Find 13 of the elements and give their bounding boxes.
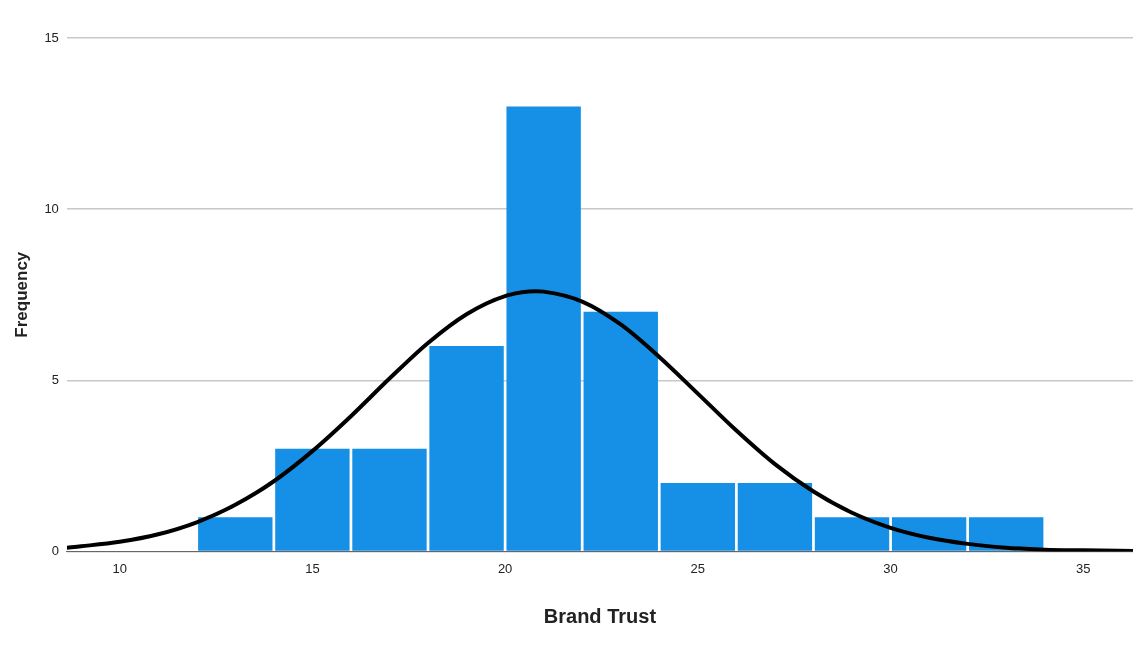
y-tick-label: 0	[51, 542, 59, 558]
x-tick-label: 15	[305, 560, 320, 576]
y-tick-label: 10	[44, 200, 59, 216]
y-tick-label: 5	[51, 371, 59, 387]
x-tick-label: 10	[112, 560, 127, 576]
y-axis-title: Frequency	[11, 251, 31, 338]
y-tick-label: 15	[44, 29, 59, 45]
x-tick-label: 35	[1076, 560, 1091, 576]
x-axis-title: Brand Trust	[543, 604, 657, 627]
x-tick-label: 20	[497, 560, 513, 576]
x-tick-label: 30	[883, 560, 898, 576]
line-series	[66, 289, 1133, 552]
x-tick-label: 25	[690, 560, 706, 576]
